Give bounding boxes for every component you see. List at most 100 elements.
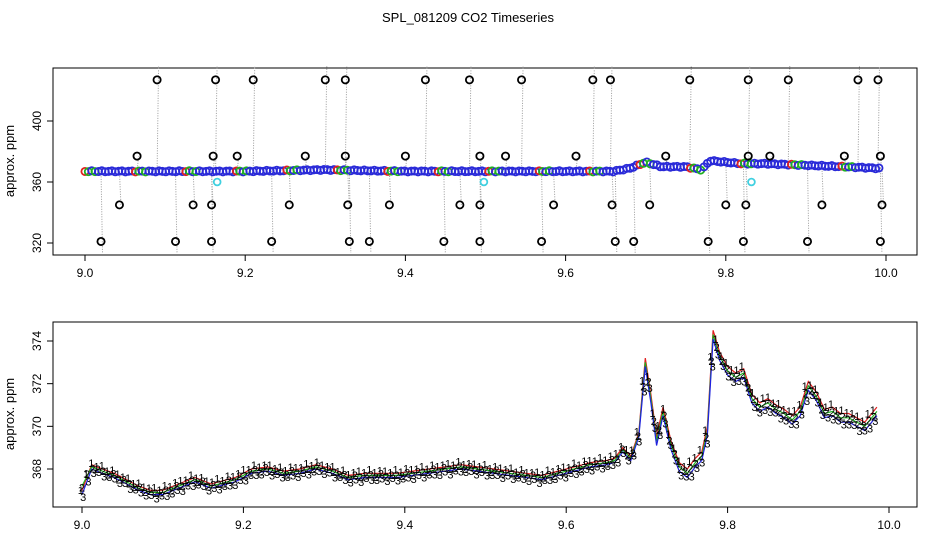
averaged-marker-3: 3 [830, 414, 836, 426]
raw-outlier-point [765, 151, 775, 161]
averaged-marker-3: 3 [725, 371, 731, 383]
averaged-marker-2: 2 [121, 474, 127, 486]
averaged-marker-2: 2 [546, 469, 552, 481]
averaged-marker-1: 1 [629, 445, 635, 457]
averaged-marker-1: 1 [686, 456, 692, 468]
raw-spike-line [821, 165, 824, 205]
averaged-marker-1: 1 [88, 458, 94, 470]
averaged-marker-3: 3 [295, 472, 301, 484]
raw-spike-line [747, 65, 751, 164]
averaged-marker-3: 3 [815, 397, 821, 409]
raw-spike-line [156, 65, 160, 172]
averaged-marker-1: 1 [513, 467, 519, 479]
averaged-marker-1: 1 [718, 351, 724, 363]
averaged-marker-3: 3 [337, 472, 343, 484]
averaged-marker-3: 3 [578, 467, 584, 479]
raw-outlier-point [873, 75, 883, 85]
averaged-marker-2: 2 [310, 464, 316, 476]
averaged-marker-3: 3 [279, 473, 285, 485]
raw-outlier-point [661, 151, 671, 161]
averaged-marker-2: 2 [750, 394, 756, 406]
averaged-series-lines [81, 330, 878, 496]
averaged-marker-3: 3 [453, 466, 459, 478]
averaged-marker-1: 1 [392, 465, 398, 477]
averaged-marker-2: 2 [598, 458, 604, 470]
averaged-marker-3: 3 [211, 483, 217, 495]
averaged-marker-3: 3 [835, 415, 841, 427]
averaged-marker-1: 1 [83, 469, 89, 481]
averaged-marker-1: 1 [398, 467, 404, 479]
averaged-marker-1: 1 [282, 465, 288, 477]
averaged-marker-1: 1 [272, 463, 278, 475]
averaged-marker-1: 1 [319, 460, 325, 472]
averaged-marker-3: 3 [353, 474, 359, 486]
averaged-marker-1: 1 [387, 467, 393, 479]
averaged-marker-1: 1 [571, 458, 577, 470]
averaged-marker-2: 2 [394, 470, 400, 482]
averaged-marker-3: 3 [80, 492, 86, 504]
averaged-marker-3: 3 [631, 451, 637, 463]
raw-outlier-point [320, 75, 330, 85]
raw-outlier-point [501, 151, 511, 161]
averaged-marker-2: 2 [499, 469, 505, 481]
averaged-marker-1: 1 [198, 473, 204, 485]
averaged-marker-2: 2 [656, 425, 662, 437]
averaged-marker-2: 2 [687, 464, 693, 476]
raw-y-tick-label: 320 [30, 233, 44, 253]
averaged-marker-2: 2 [840, 412, 846, 424]
raw-spike-line [843, 156, 847, 167]
averaged-marker-3: 3 [809, 390, 815, 402]
averaged-marker-2: 2 [163, 485, 169, 497]
averaged-marker-3: 3 [542, 475, 548, 487]
averaged-marker-3: 3 [521, 474, 527, 486]
averaged-marker-2: 2 [861, 421, 867, 433]
averaged-marker-1: 1 [765, 392, 771, 404]
averaged-marker-2: 2 [645, 377, 651, 389]
averaged-marker-2: 2 [640, 382, 646, 394]
averaged-marker-2: 2 [740, 369, 746, 381]
figure-title: SPL_081209 CO2 Timeseries [382, 10, 554, 25]
averaged-marker-3: 3 [657, 430, 663, 442]
averaged-marker-2: 2 [661, 411, 667, 423]
averaged-y-tick-label: 368 [30, 459, 44, 479]
averaged-marker-3: 3 [468, 466, 474, 478]
averaged-marker-3: 3 [652, 423, 658, 435]
raw-outlier-point [703, 236, 713, 246]
averaged-marker-3: 3 [222, 481, 228, 493]
averaged-marker-1: 1 [566, 462, 572, 474]
averaged-marker-3: 3 [232, 480, 238, 492]
averaged-marker-3: 3 [694, 463, 700, 475]
averaged-marker-1: 1 [550, 466, 556, 478]
averaged-marker-2: 2 [467, 461, 473, 473]
averaged-marker-3: 3 [841, 419, 847, 431]
raw-spike-line [324, 65, 328, 170]
raw-spike-line [611, 171, 615, 205]
raw-outlier-point [300, 151, 310, 161]
averaged-marker-3: 3 [138, 488, 144, 500]
averaged-marker-2: 2 [787, 412, 793, 424]
averaged-marker-3: 3 [311, 466, 317, 478]
averaged-marker-1: 1 [93, 461, 99, 473]
raw-spike-line [649, 163, 652, 205]
averaged-marker-1: 1 [114, 469, 120, 481]
averaged-marker-1: 1 [802, 381, 808, 393]
averaged-marker-2: 2 [257, 467, 263, 479]
averaged-marker-1: 1 [576, 460, 582, 472]
averaged-marker-3: 3 [264, 467, 270, 479]
averaged-marker-2: 2 [399, 471, 405, 483]
raw-outlier-point [839, 151, 849, 161]
averaged-marker-1: 1 [691, 453, 697, 465]
averaged-marker-1: 1 [702, 425, 708, 437]
averaged-marker-1: 1 [760, 393, 766, 405]
averaged-marker-1: 1 [246, 464, 252, 476]
averaged-marker-2: 2 [761, 398, 767, 410]
averaged-marker-1: 1 [665, 429, 671, 441]
averaged-marker-2: 2 [446, 464, 452, 476]
averaged-marker-3: 3 [91, 468, 97, 480]
averaged-marker-1: 1 [450, 460, 456, 472]
raw-data-points [80, 156, 884, 177]
raw-spike-line [118, 171, 122, 205]
averaged-series-line-1 [81, 330, 878, 491]
averaged-marker-3: 3 [127, 484, 133, 496]
